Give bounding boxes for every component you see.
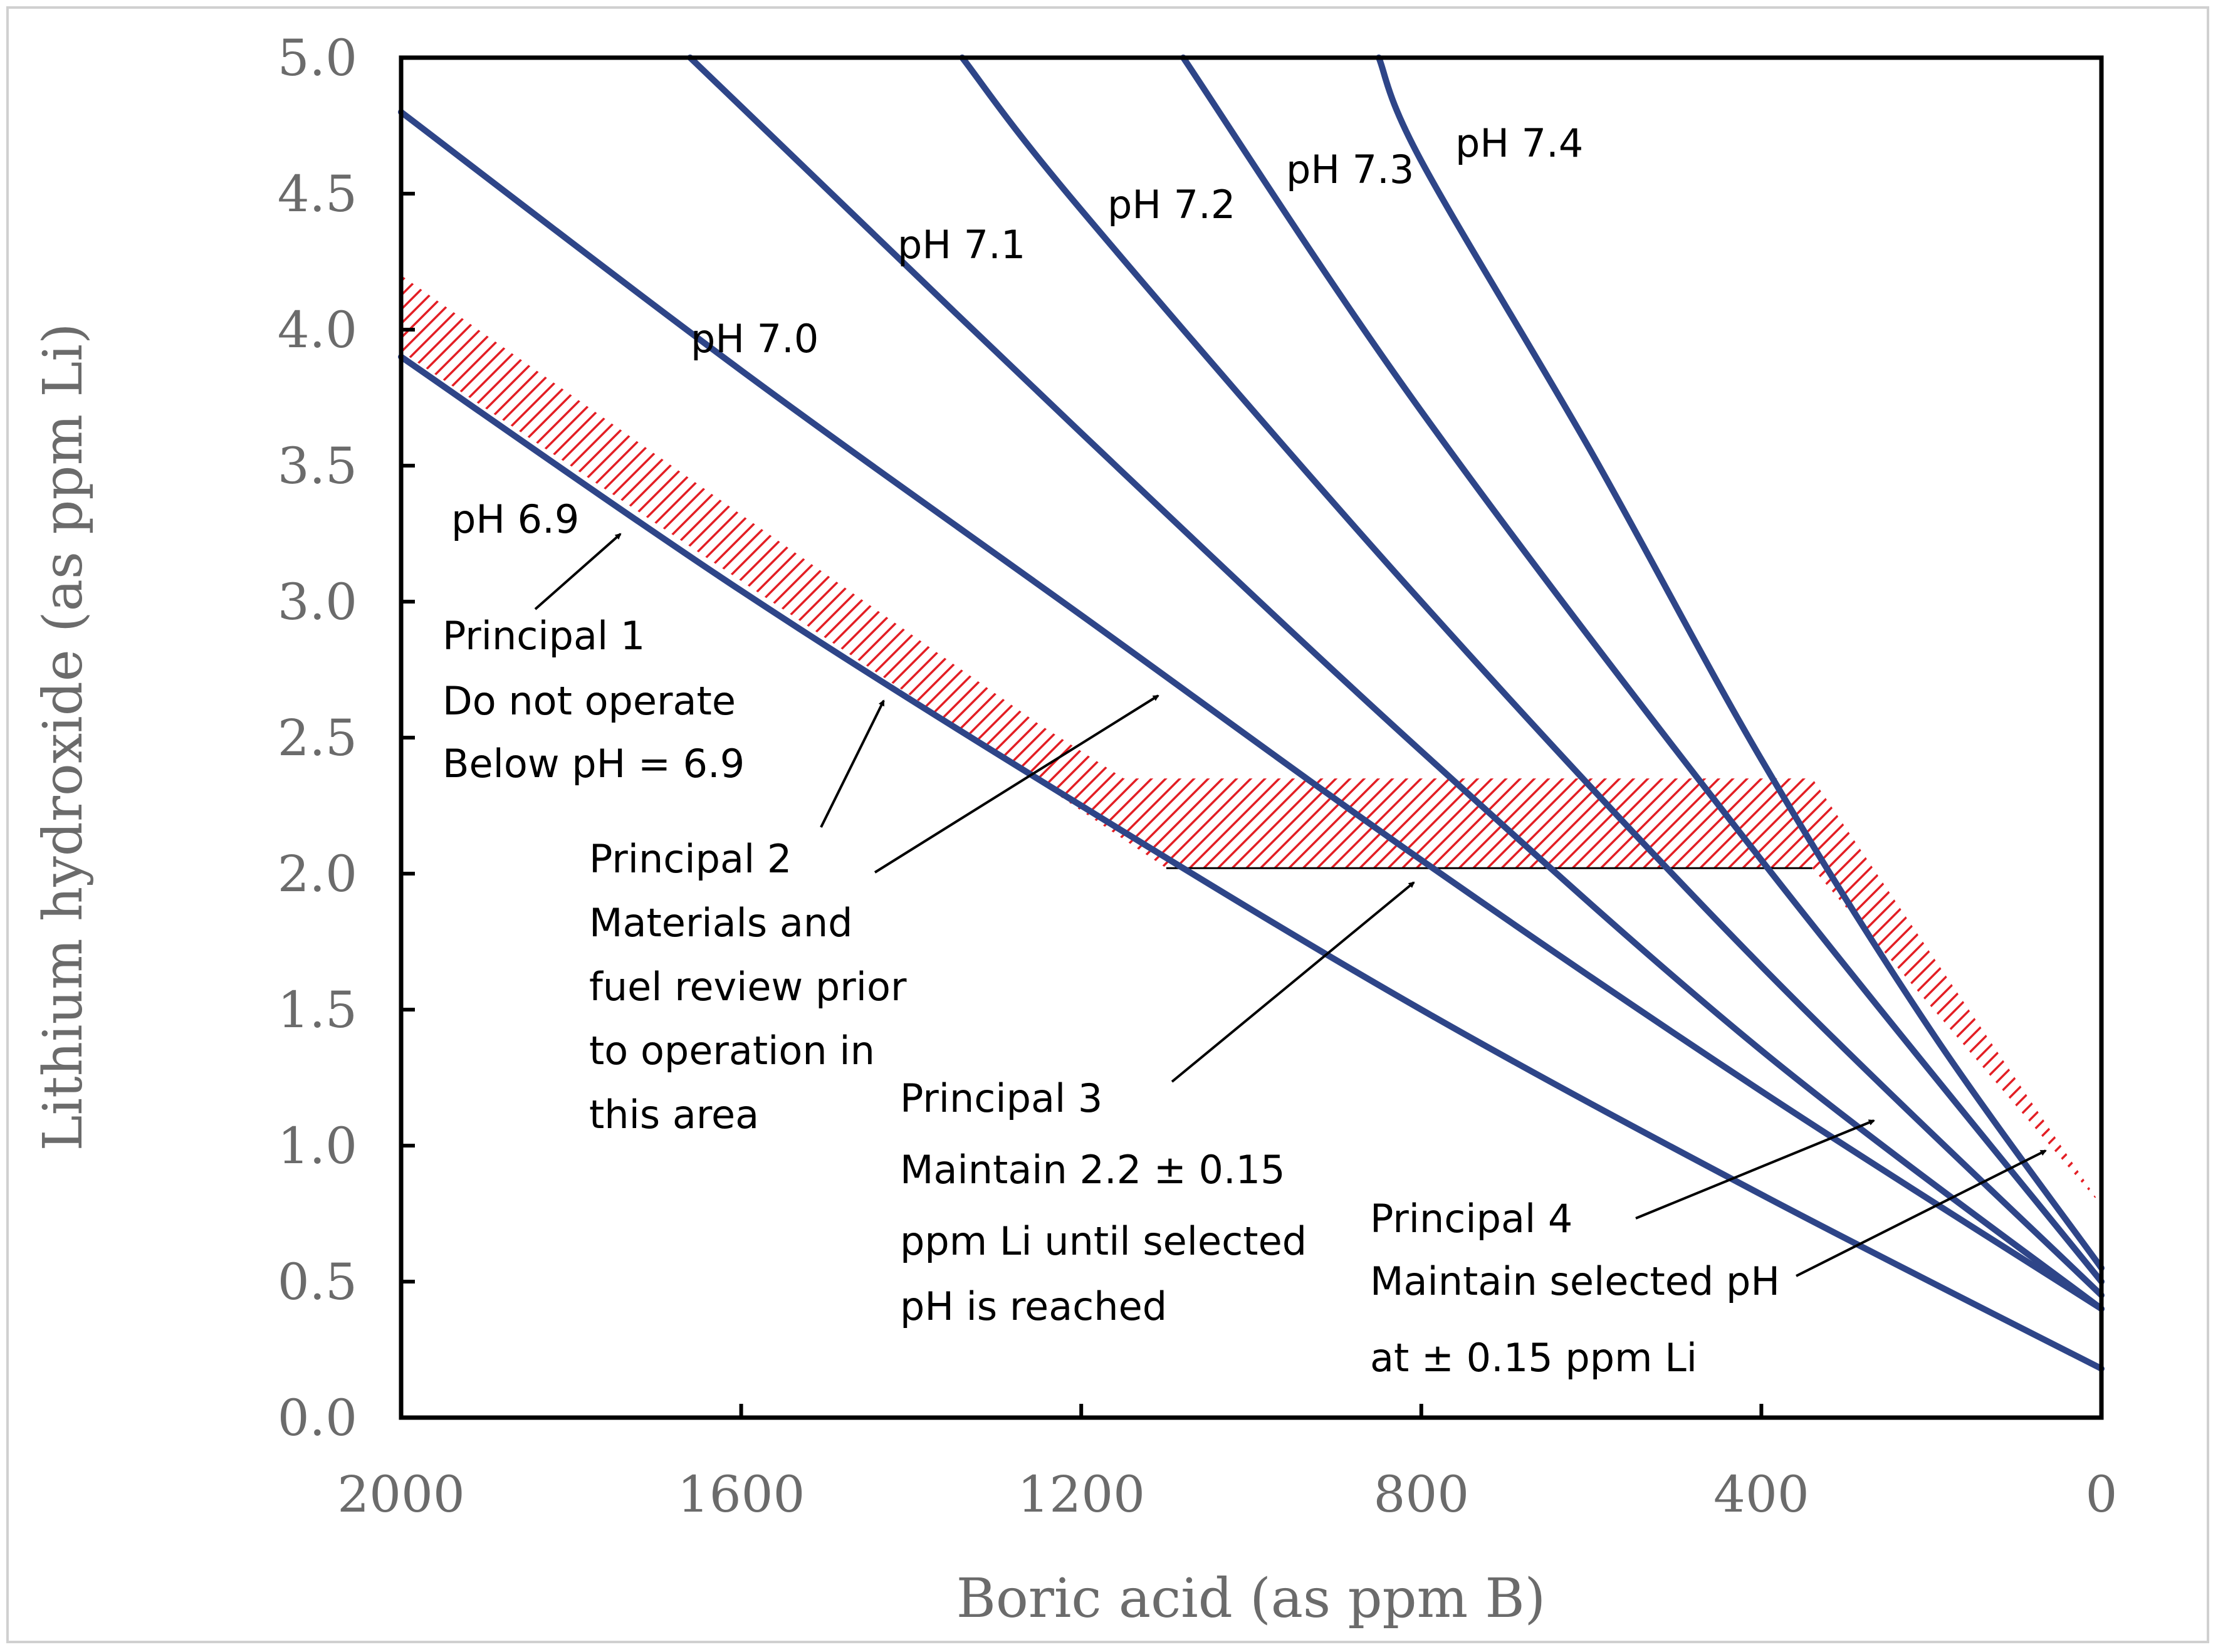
annotation-line: Materials and — [589, 900, 853, 946]
annotation-arrows — [534, 533, 2047, 1277]
annotation-line: this area — [589, 1092, 759, 1137]
y-tick-label: 4.5 — [278, 165, 357, 223]
arrow-principal-4-a — [1635, 1119, 1875, 1220]
annotation-line: Below pH = 6.9 — [442, 741, 745, 787]
annotation-line: Principal 2 — [589, 836, 792, 882]
curve-label-ph72: pH 7.2 — [1107, 182, 1235, 227]
y-axis-title: Lithium hydroxide (as ppm Li) — [32, 323, 95, 1151]
curves — [398, 55, 2105, 1372]
annotation-principal-4: Principal 4 Maintain selected pH at ± 0.… — [1370, 1196, 1780, 1381]
y-tick-label: 4.0 — [278, 301, 357, 359]
x-tick-label: 2000 — [337, 1465, 465, 1524]
y-tick-label: 3.5 — [278, 437, 357, 495]
annotation-line: Maintain selected pH — [1370, 1258, 1780, 1304]
series-line-72 — [959, 55, 2105, 1299]
x-tick-label: 0 — [2086, 1465, 2118, 1524]
annotation-line: Maintain 2.2 ± 0.15 — [900, 1147, 1285, 1193]
series-line-69 — [398, 353, 2105, 1372]
series-line-74 — [1376, 55, 2105, 1272]
annotation-line: ppm Li until selected — [900, 1218, 1307, 1264]
arrow-principal-3 — [1171, 881, 1415, 1083]
y-tick-label: 0.5 — [278, 1253, 357, 1311]
annotation-principal-3: Principal 3 Maintain 2.2 ± 0.15 ppm Li u… — [900, 1075, 1307, 1329]
arrow-principal-1 — [534, 533, 622, 610]
y-tick-label: 2.5 — [278, 709, 357, 767]
series-line-71 — [687, 55, 2105, 1312]
annotation-line: Principal 4 — [1370, 1196, 1572, 1242]
series-line-73 — [1180, 55, 2105, 1285]
annotation-principal-2: Principal 2 Materials and fuel review pr… — [589, 836, 907, 1137]
curve-label-ph74: pH 7.4 — [1455, 120, 1583, 166]
annotation-line: pH is reached — [900, 1283, 1167, 1329]
arrow-principal-4-b — [1796, 1149, 2047, 1277]
axes: 2000 1600 1200 800 400 0 0.0 0.5 1.0 1.5 2.0 2.5 3.0… — [278, 29, 2118, 1524]
y-tick-label: 5.0 — [278, 29, 357, 87]
x-axis-title: Boric acid (as ppm B) — [956, 1567, 1546, 1630]
y-tick-label: 1.0 — [278, 1117, 357, 1175]
annotation-line: Principal 3 — [900, 1075, 1102, 1121]
y-tick-label: 3.0 — [278, 573, 357, 631]
x-tick-label: 1200 — [1017, 1465, 1145, 1524]
curve-label-ph71: pH 7.1 — [897, 222, 1025, 268]
y-tick-label: 2.0 — [278, 845, 357, 903]
arrow-principal-2-b — [874, 694, 1159, 874]
annotation-line: Principal 1 — [442, 613, 645, 659]
annotation-line: Do not operate — [442, 678, 736, 724]
arrow-principal-2-a — [820, 699, 885, 828]
x-tick-label: 800 — [1373, 1465, 1469, 1524]
annotation-line: fuel review prior — [589, 964, 907, 1010]
curve-label-ph73: pH 7.3 — [1286, 147, 1414, 192]
y-tick-label: 0.0 — [278, 1389, 357, 1447]
x-tick-label: 1600 — [677, 1465, 805, 1524]
y-tick-label: 1.5 — [278, 981, 357, 1039]
annotation-line: to operation in — [589, 1028, 875, 1074]
curve-label-ph69: pH 6.9 — [451, 496, 579, 542]
series-line-70 — [398, 108, 2105, 1312]
annotation-line: at ± 0.15 ppm Li — [1370, 1335, 1697, 1381]
curve-label-ph70: pH 7.0 — [691, 316, 819, 362]
x-tick-label: 400 — [1713, 1465, 1809, 1524]
annotation-principal-1: Principal 1 Do not operate Below pH = 6.… — [442, 613, 745, 787]
